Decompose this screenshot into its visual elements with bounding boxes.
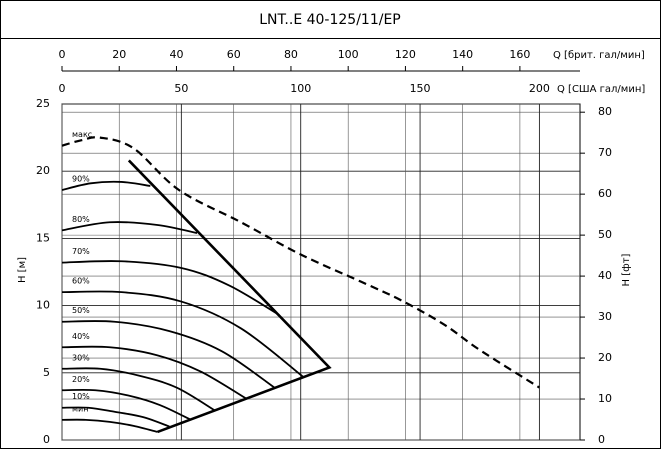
x2-tick-label: 20 [112,48,126,61]
pump-curve [61,406,170,428]
x2-tick-label: 80 [284,48,298,61]
x-tick-label: 200 [529,82,550,95]
y2-tick-label: 20 [598,351,612,364]
curve-label: 80% [72,215,90,224]
curve-label: 60% [72,277,90,286]
y-axis-label: H [м] [17,257,28,283]
y2-tick-label: 10 [598,392,612,405]
y2-axis-label: H [фт] [621,253,632,286]
curve-label: 90% [72,175,90,184]
curve-label: мин [72,404,88,413]
chart-title: LNT..E 40-125/11/EP [259,12,400,28]
pump-curve [61,367,216,412]
y-tick-label: 15 [36,231,50,244]
curve-label: 10% [72,392,90,401]
x-tick-label: 0 [59,82,66,95]
y-tick-label: 0 [43,433,50,446]
y2-tick-label: 80 [598,105,612,118]
curve-label: макс [72,130,92,139]
x2-tick-label: 100 [338,48,359,61]
y2-tick-label: 0 [598,433,605,446]
x2-tick-label: 0 [59,48,66,61]
envelope-line [127,159,332,434]
pump-curve [61,345,247,400]
x-axis-label: Q [США гал/мин] [557,84,645,95]
y2-tick-label: 30 [598,310,612,323]
y2-tick-label: 50 [598,228,612,241]
pump-curve [61,388,192,421]
x2-tick-label: 40 [169,48,183,61]
curve-label: 40% [72,332,90,341]
y2-tick-label: 40 [598,269,612,282]
curve-label: 70% [72,247,90,256]
x2-tick-label: 60 [227,48,241,61]
pump-curve [61,320,275,389]
pump-curve [61,180,151,191]
pump-curve [61,290,304,378]
curve-label: 50% [72,306,90,315]
y-tick-label: 25 [36,97,50,110]
x-tick-label: 100 [290,82,311,95]
x2-tick-label: 160 [509,48,530,61]
y-tick-label: 5 [43,366,50,379]
x-tick-label: 50 [174,82,188,95]
x2-tick-label: 120 [395,48,416,61]
x-tick-label: 150 [410,82,431,95]
pump-curve [61,136,541,389]
curve-label: 20% [72,375,90,384]
y-tick-label: 20 [36,164,50,177]
curve-label: 30% [72,353,90,362]
pump-curve [61,418,158,433]
x2-axis-label: Q [брит. гал/мин] [553,50,645,61]
y2-tick-label: 60 [598,187,612,200]
y2-tick-label: 70 [598,146,612,159]
pump-curve [61,221,198,234]
pump-curve [61,260,280,316]
y-tick-label: 10 [36,299,50,312]
x2-tick-label: 140 [452,48,473,61]
